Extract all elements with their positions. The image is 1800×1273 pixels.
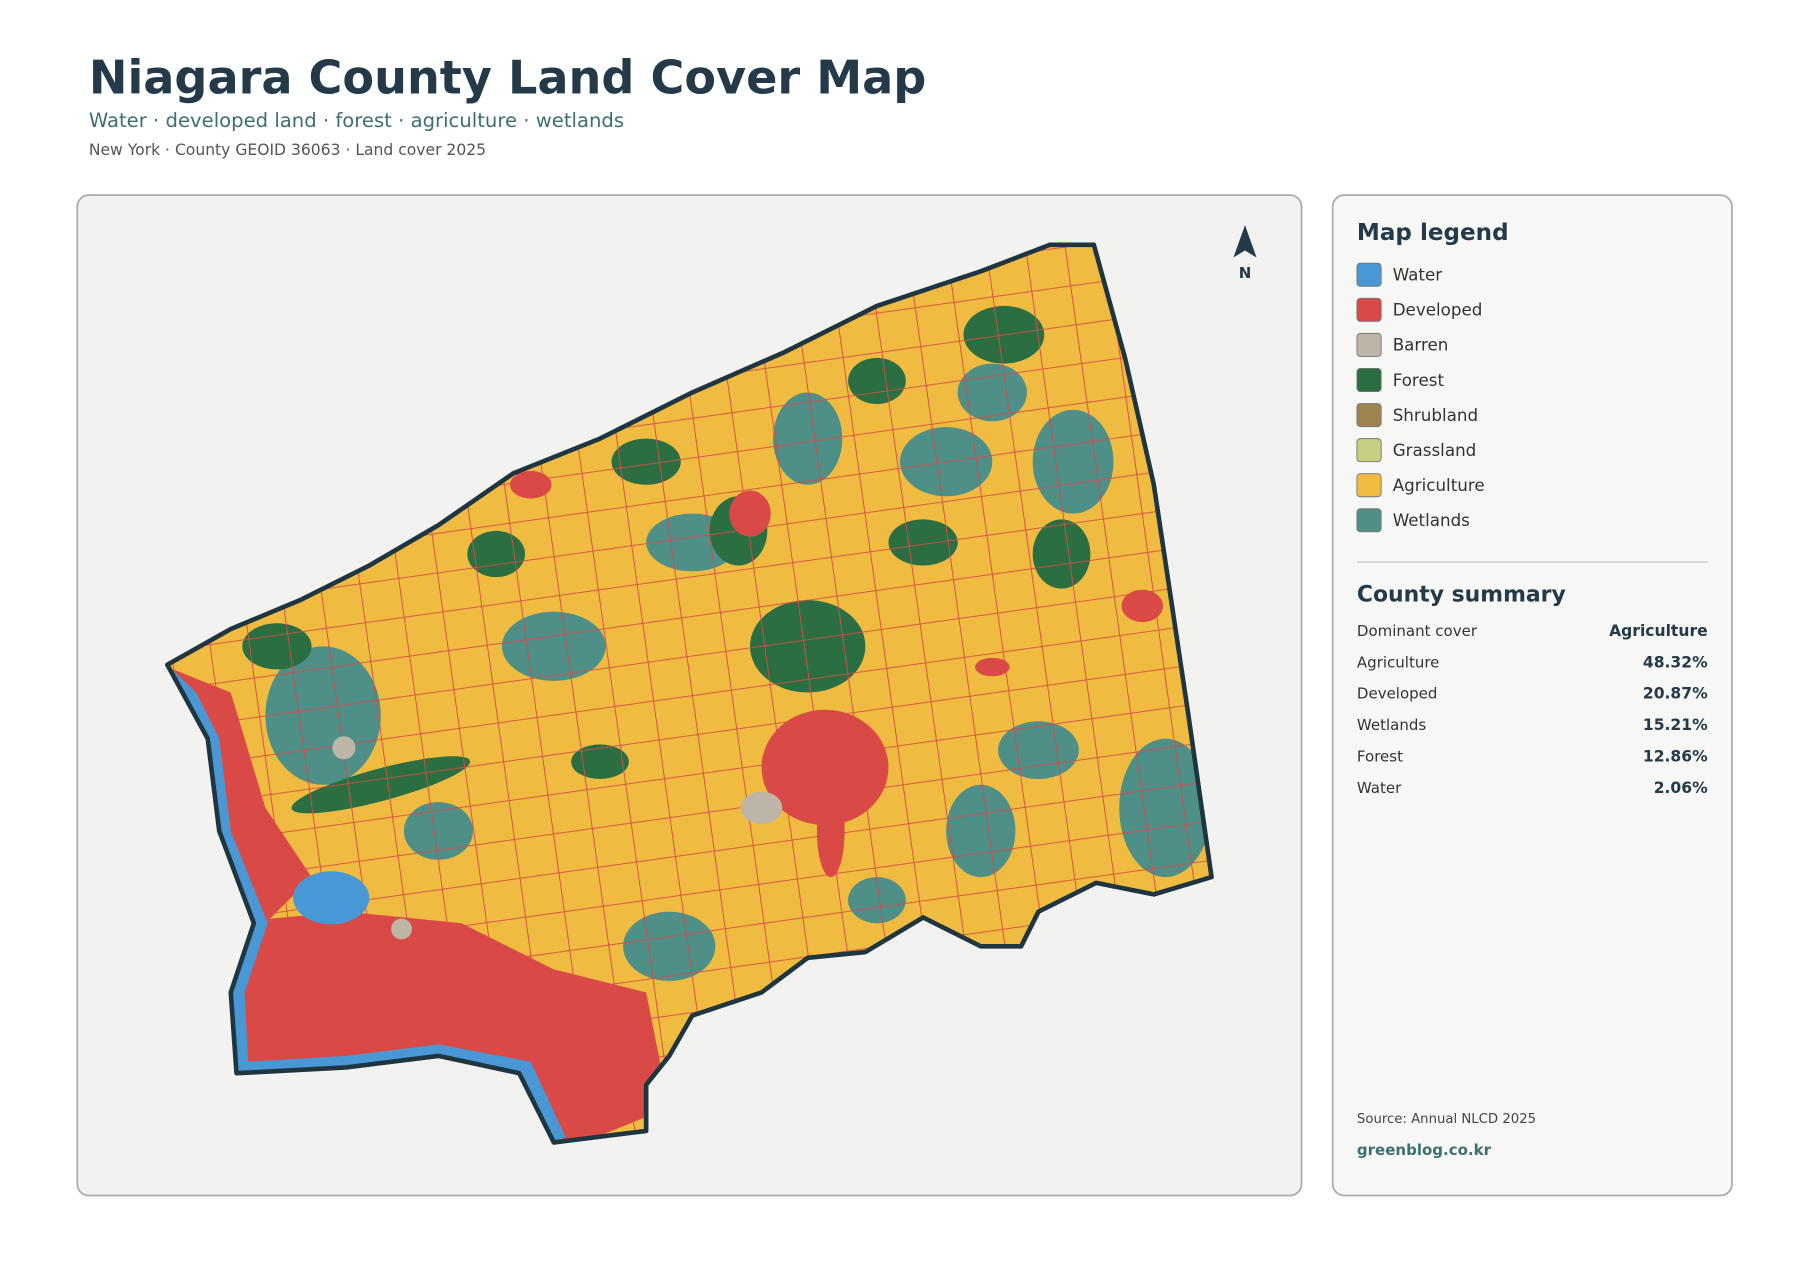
legend-label: Wetlands [1393,510,1470,530]
summary-label: Agriculture [1357,653,1440,671]
legend-label: Agriculture [1393,475,1485,495]
legend-swatch [1356,262,1382,287]
legend-panel [1331,194,1733,1197]
north-label: N [1239,264,1252,282]
summary-rows: Dominant cover Agriculture Agriculture 48.3… [1357,622,1708,797]
summary-value: Agriculture [1609,622,1708,640]
legend-label: Grassland [1393,440,1477,460]
legend-swatch [1356,508,1382,533]
legend-label: Barren [1393,335,1449,355]
summary-label: Wetlands [1357,716,1426,734]
legend-label: Water [1393,265,1443,285]
source: Source: Annual NLCD 2025 [1357,1112,1536,1127]
meta: New York · County GEOID 36063 · Land cov… [89,141,486,159]
legend-swatch [1356,332,1382,357]
north-arrow [1233,225,1257,258]
legend-items: Water Developed Barren Forest Shrubland Grass… [1356,262,1485,533]
summary-value: 12.86% [1643,747,1708,765]
summary-label: Dominant cover [1357,622,1478,640]
summary-label: Water [1357,779,1402,797]
summary-label: Developed [1357,685,1438,703]
summary-value: 20.87% [1643,685,1708,703]
summary-value: 15.21% [1643,716,1708,734]
title: Niagara County Land Cover Map [89,51,926,105]
legend-label: Forest [1393,370,1445,390]
subtitle: Water · developed land · forest · agricu… [89,109,624,132]
summary-value: 48.32% [1643,653,1708,671]
site: greenblog.co.kr [1357,1141,1492,1159]
summary-title: County summary [1357,582,1566,607]
summary-label: Forest [1357,747,1403,765]
legend-swatch [1356,403,1382,428]
legend-swatch [1356,297,1382,322]
legend-label: Developed [1393,300,1483,320]
legend-label: Shrubland [1393,405,1478,425]
summary-value: 2.06% [1654,779,1708,797]
legend-swatch [1356,368,1382,393]
legend-swatch [1356,473,1382,498]
legend-title: Map legend [1357,220,1509,246]
legend-swatch [1356,438,1382,463]
